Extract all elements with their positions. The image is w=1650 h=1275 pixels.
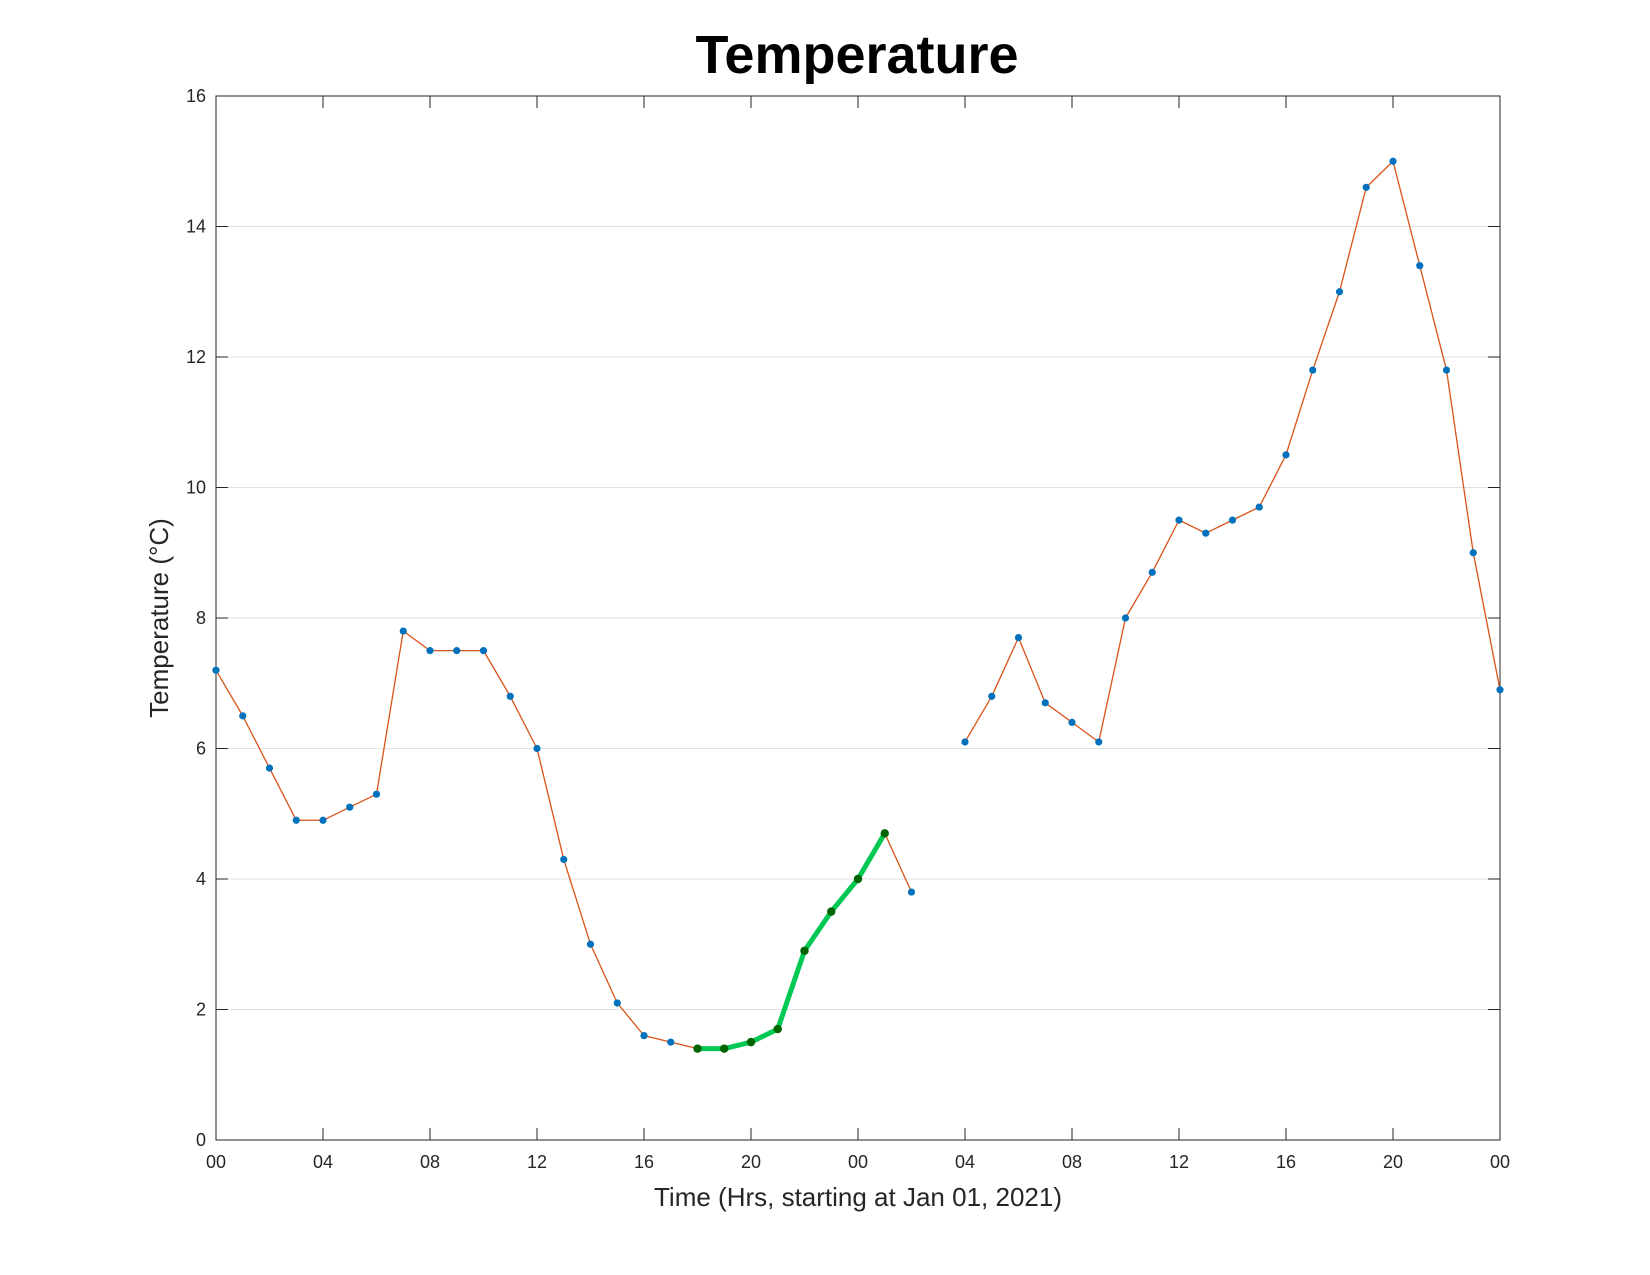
data-point: [613, 999, 621, 1007]
data-point: [1309, 366, 1317, 374]
x-tick-label: 12: [527, 1152, 547, 1172]
data-point: [265, 764, 274, 772]
data-point: [1175, 516, 1183, 524]
highlight-data-point: [720, 1044, 729, 1053]
x-tick-label: 04: [955, 1152, 975, 1172]
x-tick-label: 00: [1490, 1152, 1510, 1172]
data-point: [560, 855, 568, 864]
data-point: [1228, 516, 1237, 524]
data-point: [1095, 738, 1103, 746]
data-point: [1148, 568, 1156, 576]
y-tick-label: 0: [196, 1130, 206, 1150]
data-point: [961, 738, 969, 746]
data-point: [1362, 183, 1370, 191]
x-tick-label: 12: [1169, 1152, 1189, 1172]
data-point: [453, 647, 461, 655]
data-point: [586, 940, 595, 948]
x-tick-label: 20: [1383, 1152, 1403, 1172]
data-point: [640, 1032, 648, 1040]
x-tick-label: 20: [741, 1152, 761, 1172]
highlight-series-line: [695, 830, 888, 1052]
x-tick-label: 04: [313, 1152, 333, 1172]
y-tick-label: 2: [196, 1000, 206, 1020]
x-tick-label: 16: [1276, 1152, 1296, 1172]
x-tick-label: 16: [634, 1152, 654, 1172]
data-point: [1068, 718, 1076, 727]
highlight-data-point: [746, 1037, 756, 1047]
data-point: [1121, 614, 1130, 622]
data-point: [212, 666, 220, 674]
x-axis-label: Time (Hrs, starting at Jan 01, 2021): [654, 1182, 1062, 1212]
data-point: [1389, 157, 1397, 165]
y-tick-label: 4: [196, 869, 206, 889]
x-tick-label: 00: [848, 1152, 868, 1172]
data-point: [239, 712, 247, 720]
temperature-series-line: [215, 630, 913, 1050]
data-point: [988, 692, 996, 700]
data-point: [533, 744, 541, 753]
chart-title: Temperature: [695, 25, 1018, 85]
data-point: [907, 888, 916, 896]
y-tick-label: 16: [186, 86, 206, 106]
highlight-data-point: [800, 946, 809, 955]
highlight-data-point: [880, 829, 889, 838]
data-point: [372, 790, 381, 798]
y-tick-label: 12: [186, 347, 206, 367]
y-axis-label: Temperature (°C): [144, 518, 174, 718]
data-point: [479, 647, 488, 655]
y-tick-label: 14: [186, 217, 206, 237]
data-point: [1255, 503, 1263, 511]
x-tick-label: 08: [420, 1152, 440, 1172]
data-point: [1014, 633, 1023, 642]
data-point: [1442, 366, 1451, 374]
data-point: [346, 803, 354, 811]
data-point: [426, 647, 434, 655]
data-point: [1041, 699, 1049, 707]
x-tick-label: 00: [206, 1152, 226, 1172]
x-tick-label: 08: [1062, 1152, 1082, 1172]
data-point: [1202, 529, 1210, 537]
data-point: [1496, 686, 1504, 694]
data-point: [667, 1038, 675, 1046]
data-point: [399, 627, 407, 635]
temperature-series-line: [964, 160, 1501, 743]
data-point: [319, 816, 327, 824]
highlight-data-point: [853, 874, 863, 884]
y-tick-label: 10: [186, 478, 206, 498]
data-point: [292, 816, 300, 824]
data-point: [1416, 262, 1424, 270]
data-point: [1282, 451, 1290, 459]
highlight-data-point: [773, 1024, 782, 1034]
axis-ticks: 0 2 4 6 8 10 12 14 16 00 04 08 12 16 20 00 04 08 12 16 20 00: [186, 86, 1510, 1172]
data-point: [1335, 288, 1344, 296]
y-tick-label: 6: [196, 739, 206, 759]
series-lines: [215, 160, 1501, 1052]
data-point: [1469, 549, 1477, 557]
data-point: [506, 692, 514, 700]
highlight-data-point: [693, 1044, 702, 1053]
highlight-data-point: [827, 907, 836, 916]
grid-lines: [216, 226, 1500, 1010]
data-points: [212, 157, 1504, 1053]
y-tick-label: 8: [196, 608, 206, 628]
